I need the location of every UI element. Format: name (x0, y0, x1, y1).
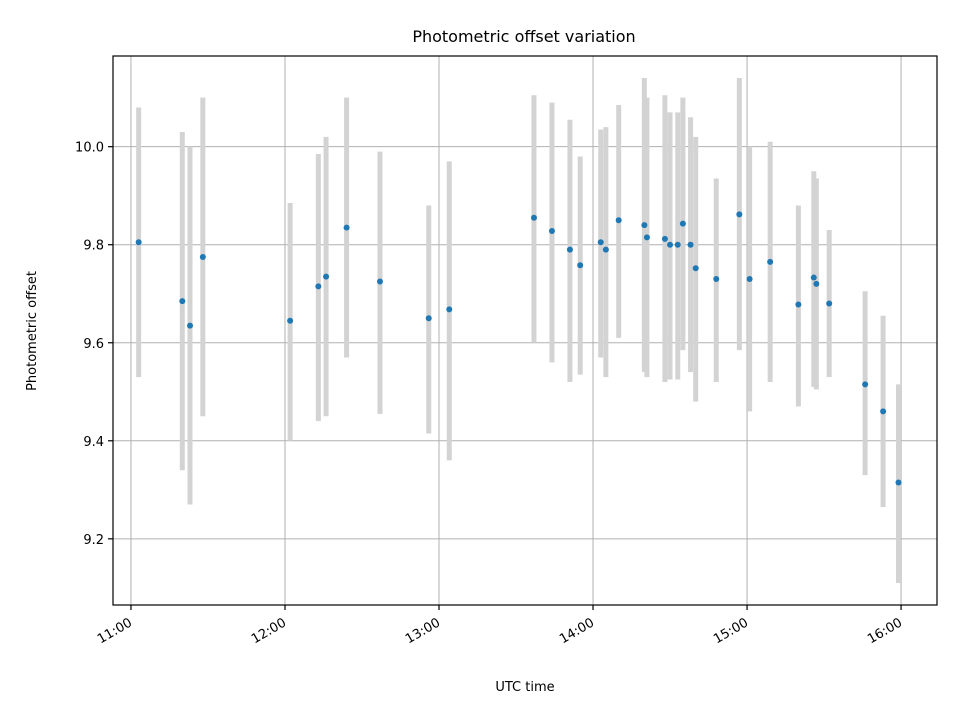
data-point (679, 220, 686, 227)
data-point (577, 262, 584, 269)
data-point (667, 241, 674, 248)
data-point (795, 301, 802, 308)
y-tick-label: 9.4 (83, 435, 104, 450)
x-tick-label: 15:00 (711, 615, 751, 647)
data-point (641, 222, 648, 229)
data-point (880, 408, 887, 415)
x-axis-label: UTC time (495, 680, 554, 695)
data-point (287, 317, 294, 324)
data-point (597, 239, 604, 246)
point-layer (135, 211, 902, 486)
y-tick-label: 10.0 (75, 141, 104, 156)
x-tick-label: 12:00 (249, 615, 289, 647)
x-tick-label: 11:00 (95, 615, 135, 647)
data-point (661, 235, 668, 242)
y-tick-label: 9.2 (83, 533, 104, 548)
data-point (135, 239, 142, 246)
y-axis-label: Photometric offset (25, 271, 40, 391)
data-point (187, 322, 194, 329)
data-point (746, 276, 753, 283)
x-tick-label: 14:00 (557, 615, 597, 647)
data-point (179, 298, 186, 305)
tick-layer: 11:00 12:00 13:00 14:00 15:00 16:00 9.2 9.4 9.6 9… (75, 141, 905, 648)
data-point (343, 224, 350, 231)
data-point (813, 280, 820, 287)
data-point (376, 278, 383, 285)
data-point (530, 214, 537, 221)
data-point (615, 217, 622, 224)
data-point (425, 315, 432, 322)
chart-title: Photometric offset variation (412, 27, 635, 46)
data-point (548, 227, 555, 234)
data-point (692, 265, 699, 272)
data-point (713, 276, 720, 283)
x-tick-label: 13:00 (403, 615, 443, 647)
data-point (602, 246, 609, 253)
data-point (199, 253, 206, 260)
data-point (446, 306, 453, 313)
data-point (862, 381, 869, 388)
data-point (826, 300, 833, 307)
data-point (736, 211, 743, 218)
data-point (643, 234, 650, 241)
data-point (566, 246, 573, 253)
plot-frame (112, 55, 938, 606)
data-point (315, 283, 322, 290)
data-point (323, 273, 330, 280)
errorbar-layer (136, 78, 901, 583)
data-point (767, 258, 774, 265)
data-point (895, 479, 902, 486)
x-tick-label: 16:00 (865, 615, 905, 647)
y-tick-label: 9.8 (83, 239, 104, 254)
data-point (810, 274, 817, 281)
y-tick-label: 9.6 (83, 337, 104, 352)
data-point (687, 241, 694, 248)
data-point (674, 241, 681, 248)
